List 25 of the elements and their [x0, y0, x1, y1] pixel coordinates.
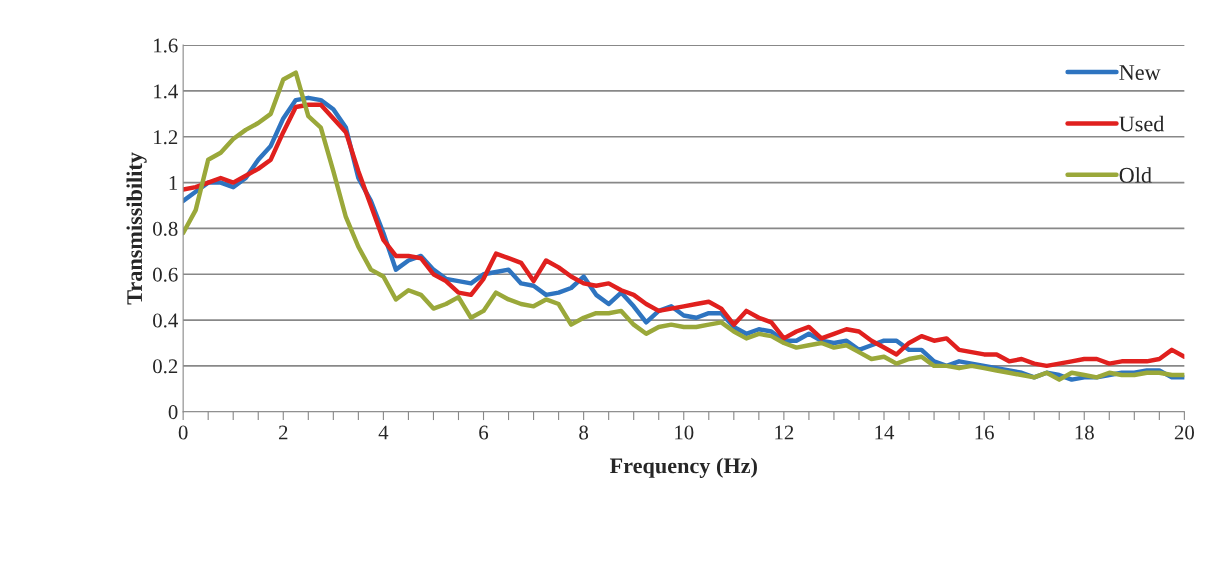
- x-axis-title: Frequency (Hz): [609, 457, 757, 478]
- y-tick-label: 1.2: [154, 130, 178, 145]
- x-tick-label: 14: [875, 425, 895, 440]
- y-tick-label: 0.2: [153, 359, 178, 374]
- legend-label: Used: [1119, 115, 1165, 132]
- y-tick-label: 0: [168, 405, 178, 420]
- x-tick-label: 12: [775, 425, 794, 440]
- x-tick-label: 10: [675, 425, 694, 440]
- x-tick-label: 20: [1174, 425, 1194, 440]
- legend-label: Old: [1119, 167, 1152, 183]
- legend-label: New: [1119, 65, 1161, 80]
- y-tick-label: 1.4: [154, 84, 178, 99]
- y-tick-label: 0.4: [153, 313, 178, 328]
- y-tick-label: 1.6: [154, 38, 178, 53]
- x-tick-label: 18: [1075, 425, 1094, 440]
- y-tick-label: 1: [169, 176, 178, 190]
- x-tick-label: 4: [378, 425, 389, 440]
- y-axis-title: Transmissibility: [126, 152, 147, 305]
- x-tick-label: 16: [975, 425, 994, 440]
- x-tick-label: 0: [178, 425, 188, 440]
- y-tick-label: 0.8: [153, 221, 178, 236]
- x-tick-label: 8: [579, 425, 589, 440]
- x-tick-label: 6: [479, 425, 489, 440]
- y-tick-label: 0.6: [153, 267, 178, 282]
- x-tick-label: 2: [278, 425, 288, 440]
